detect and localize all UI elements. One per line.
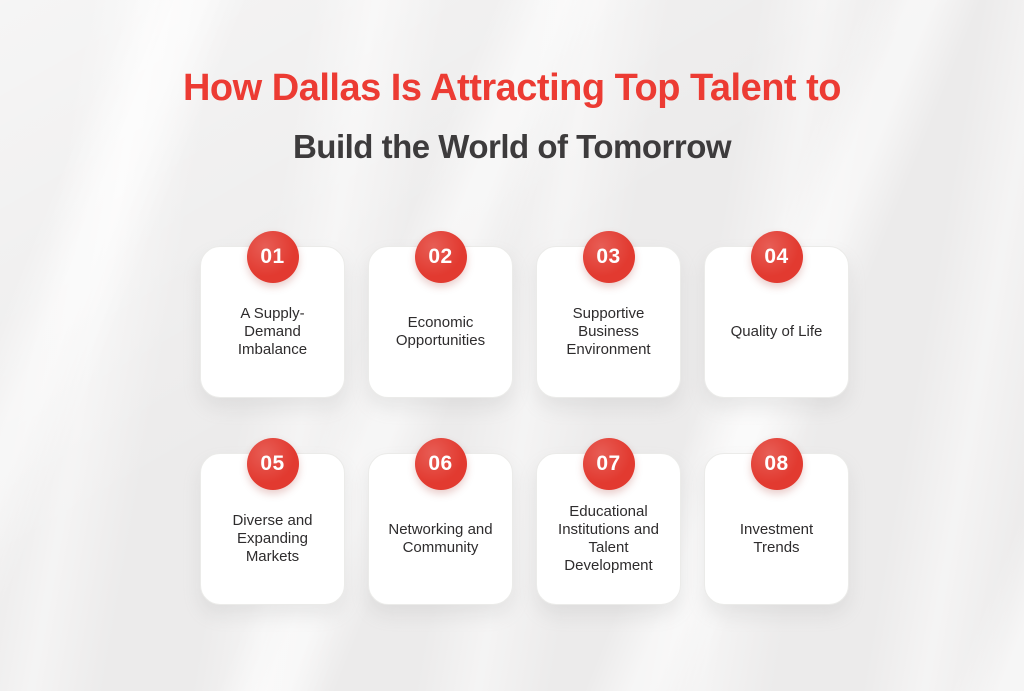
card-label: Supportive Business Environment bbox=[566, 305, 651, 358]
card-label: Educational Institutions and Talent Deve… bbox=[558, 503, 659, 574]
number-badge: 05 bbox=[246, 438, 299, 490]
number-badge: 04 bbox=[750, 231, 803, 283]
badge-number: 02 bbox=[428, 245, 453, 268]
topic-card-2: 02 Economic Opportunities bbox=[368, 231, 513, 398]
badge-number: 03 bbox=[596, 245, 621, 268]
badge-number: 05 bbox=[260, 452, 285, 475]
title-line-2: Build the World of Tomorrow bbox=[292, 128, 732, 165]
title-line-1: How Dallas Is Attracting Top Talent to bbox=[182, 67, 842, 109]
topic-card-5: 05 Diverse and Expanding Markets bbox=[200, 438, 345, 605]
infographic-title: How Dallas Is Attracting Top Talent to B… bbox=[0, 66, 1024, 166]
topic-card-7: 07 Educational Institutions and Talent D… bbox=[536, 438, 681, 605]
badge-number: 04 bbox=[764, 245, 789, 268]
badge-number: 08 bbox=[764, 452, 789, 475]
card-label: Quality of Life bbox=[730, 323, 823, 340]
number-badge: 01 bbox=[246, 231, 299, 283]
topic-card-4: 04 Quality of Life bbox=[704, 231, 849, 398]
topic-card-3: 03 Supportive Business Environment bbox=[536, 231, 681, 398]
topic-card-1: 01 A Supply- Demand Imbalance bbox=[200, 231, 345, 398]
card-label: A Supply- Demand Imbalance bbox=[237, 305, 308, 358]
number-badge: 02 bbox=[414, 231, 467, 283]
number-badge: 03 bbox=[582, 231, 635, 283]
number-badge: 06 bbox=[414, 438, 467, 490]
badge-number: 06 bbox=[428, 452, 453, 475]
number-badge: 08 bbox=[750, 438, 803, 490]
topic-card-6: 06 Networking and Community bbox=[368, 438, 513, 605]
topic-card-grid: 01 A Supply- Demand Imbalance 02 Economi… bbox=[200, 231, 849, 605]
number-badge: 07 bbox=[582, 438, 635, 490]
card-label: Diverse and Expanding Markets bbox=[232, 512, 313, 565]
card-label: Networking and Community bbox=[388, 521, 493, 556]
badge-number: 01 bbox=[260, 245, 285, 268]
card-label: Investment Trends bbox=[739, 521, 814, 556]
badge-number: 07 bbox=[596, 452, 621, 475]
topic-card-8: 08 Investment Trends bbox=[704, 438, 849, 605]
card-label: Economic Opportunities bbox=[395, 314, 486, 349]
